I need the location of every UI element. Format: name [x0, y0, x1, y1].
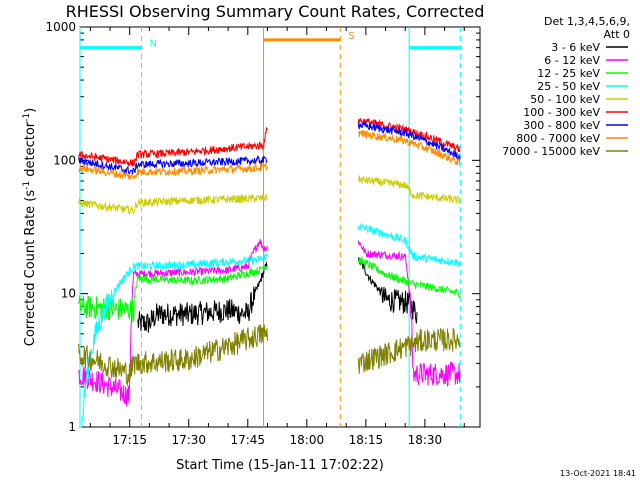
legend-label: 6 - 12 keV — [544, 54, 600, 67]
y-tick-label: 100 — [53, 153, 76, 167]
x-tick-label: 17:45 — [230, 433, 265, 447]
plot-area: 1 10 100 1000 17:15 17:30 17:45 18:00 18:15 18:30… — [45, 20, 481, 447]
x-tick-label: 17:30 — [171, 433, 206, 447]
series-line — [78, 239, 461, 407]
series-line — [78, 255, 461, 323]
legend-header-line-1: Det 1,3,4,5,6,9, — [544, 15, 630, 28]
series-7000-15000-kev — [78, 324, 461, 387]
series-50-100-kev — [78, 175, 461, 215]
series-line — [137, 257, 418, 333]
interval-label: N — [150, 39, 157, 50]
legend-label: 100 - 300 keV — [523, 106, 600, 119]
interval-label: S — [348, 31, 354, 42]
x-axis-label: Start Time (15-Jan-11 17:02:22) — [176, 458, 384, 473]
y-tick-label: 1 — [68, 420, 76, 434]
legend-label: 300 - 800 keV — [523, 119, 600, 132]
chart-title: RHESSI Observing Summary Count Rates, Co… — [66, 2, 485, 21]
series-line — [78, 324, 461, 387]
y-tick-label: 1000 — [45, 20, 76, 34]
legend-label: 12 - 25 keV — [537, 67, 600, 80]
series-line — [78, 120, 461, 175]
series-3-6-kev — [137, 257, 418, 333]
x-tick-label: 18:00 — [290, 433, 325, 447]
y-tick-label: 10 — [61, 287, 76, 301]
series-300-800-kev — [78, 120, 461, 175]
series-800-7000-kev — [78, 129, 461, 181]
x-tick-label: 17:15 — [112, 433, 147, 447]
series-6-12-kev — [78, 239, 461, 407]
legend-header-line-2: Att 0 — [604, 28, 630, 41]
legend-label: 3 - 6 keV — [551, 41, 600, 54]
x-tick-label: 18:30 — [408, 433, 443, 447]
series-25-50-kev — [79, 222, 461, 428]
legend-label: 800 - 7000 keV — [516, 132, 600, 145]
x-tick-label: 18:15 — [349, 433, 384, 447]
legend-label: 50 - 100 keV — [530, 93, 600, 106]
series-12-25-kev — [78, 255, 461, 323]
series-line — [78, 129, 461, 181]
plot-timestamp: 13-Oct-2021 18:41 — [560, 469, 636, 478]
series-line — [79, 222, 461, 428]
series-line — [78, 175, 461, 215]
y-axis-label: Corrected Count Rate (s-1 detector-1) — [22, 108, 38, 346]
legend-label: 7000 - 15000 keV — [502, 145, 600, 158]
legend-label: 25 - 50 keV — [537, 80, 600, 93]
